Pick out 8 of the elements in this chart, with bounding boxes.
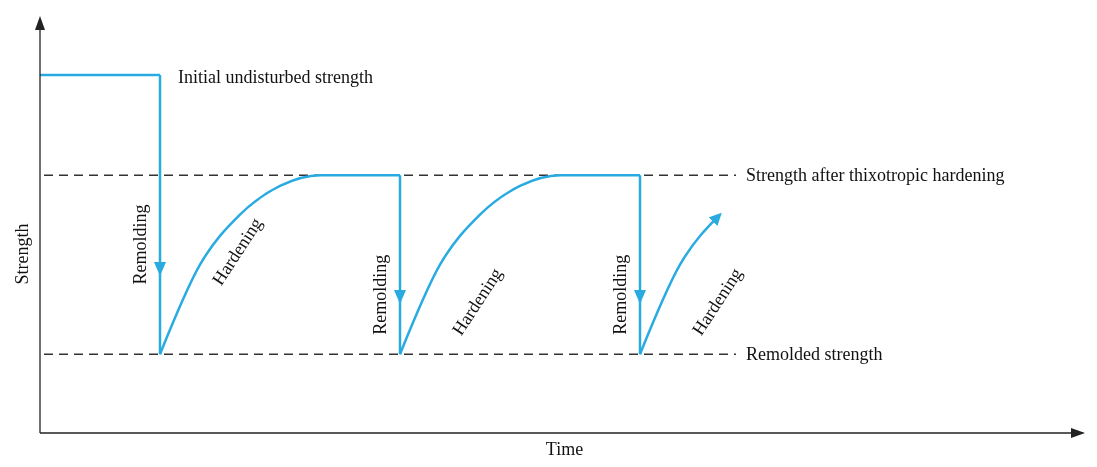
ref-line-label: Remolded strength: [746, 344, 883, 365]
ref-line-label: Strength after thixotropic hardening: [746, 165, 1005, 186]
y-axis-title: Strength: [12, 223, 32, 285]
annotation: Remolding: [610, 254, 630, 335]
annotation: Remolding: [370, 254, 390, 335]
annotation: Initial undisturbed strength: [178, 67, 373, 87]
annotation: Remolding: [130, 204, 150, 285]
x-axis-title: Time: [545, 439, 584, 459]
